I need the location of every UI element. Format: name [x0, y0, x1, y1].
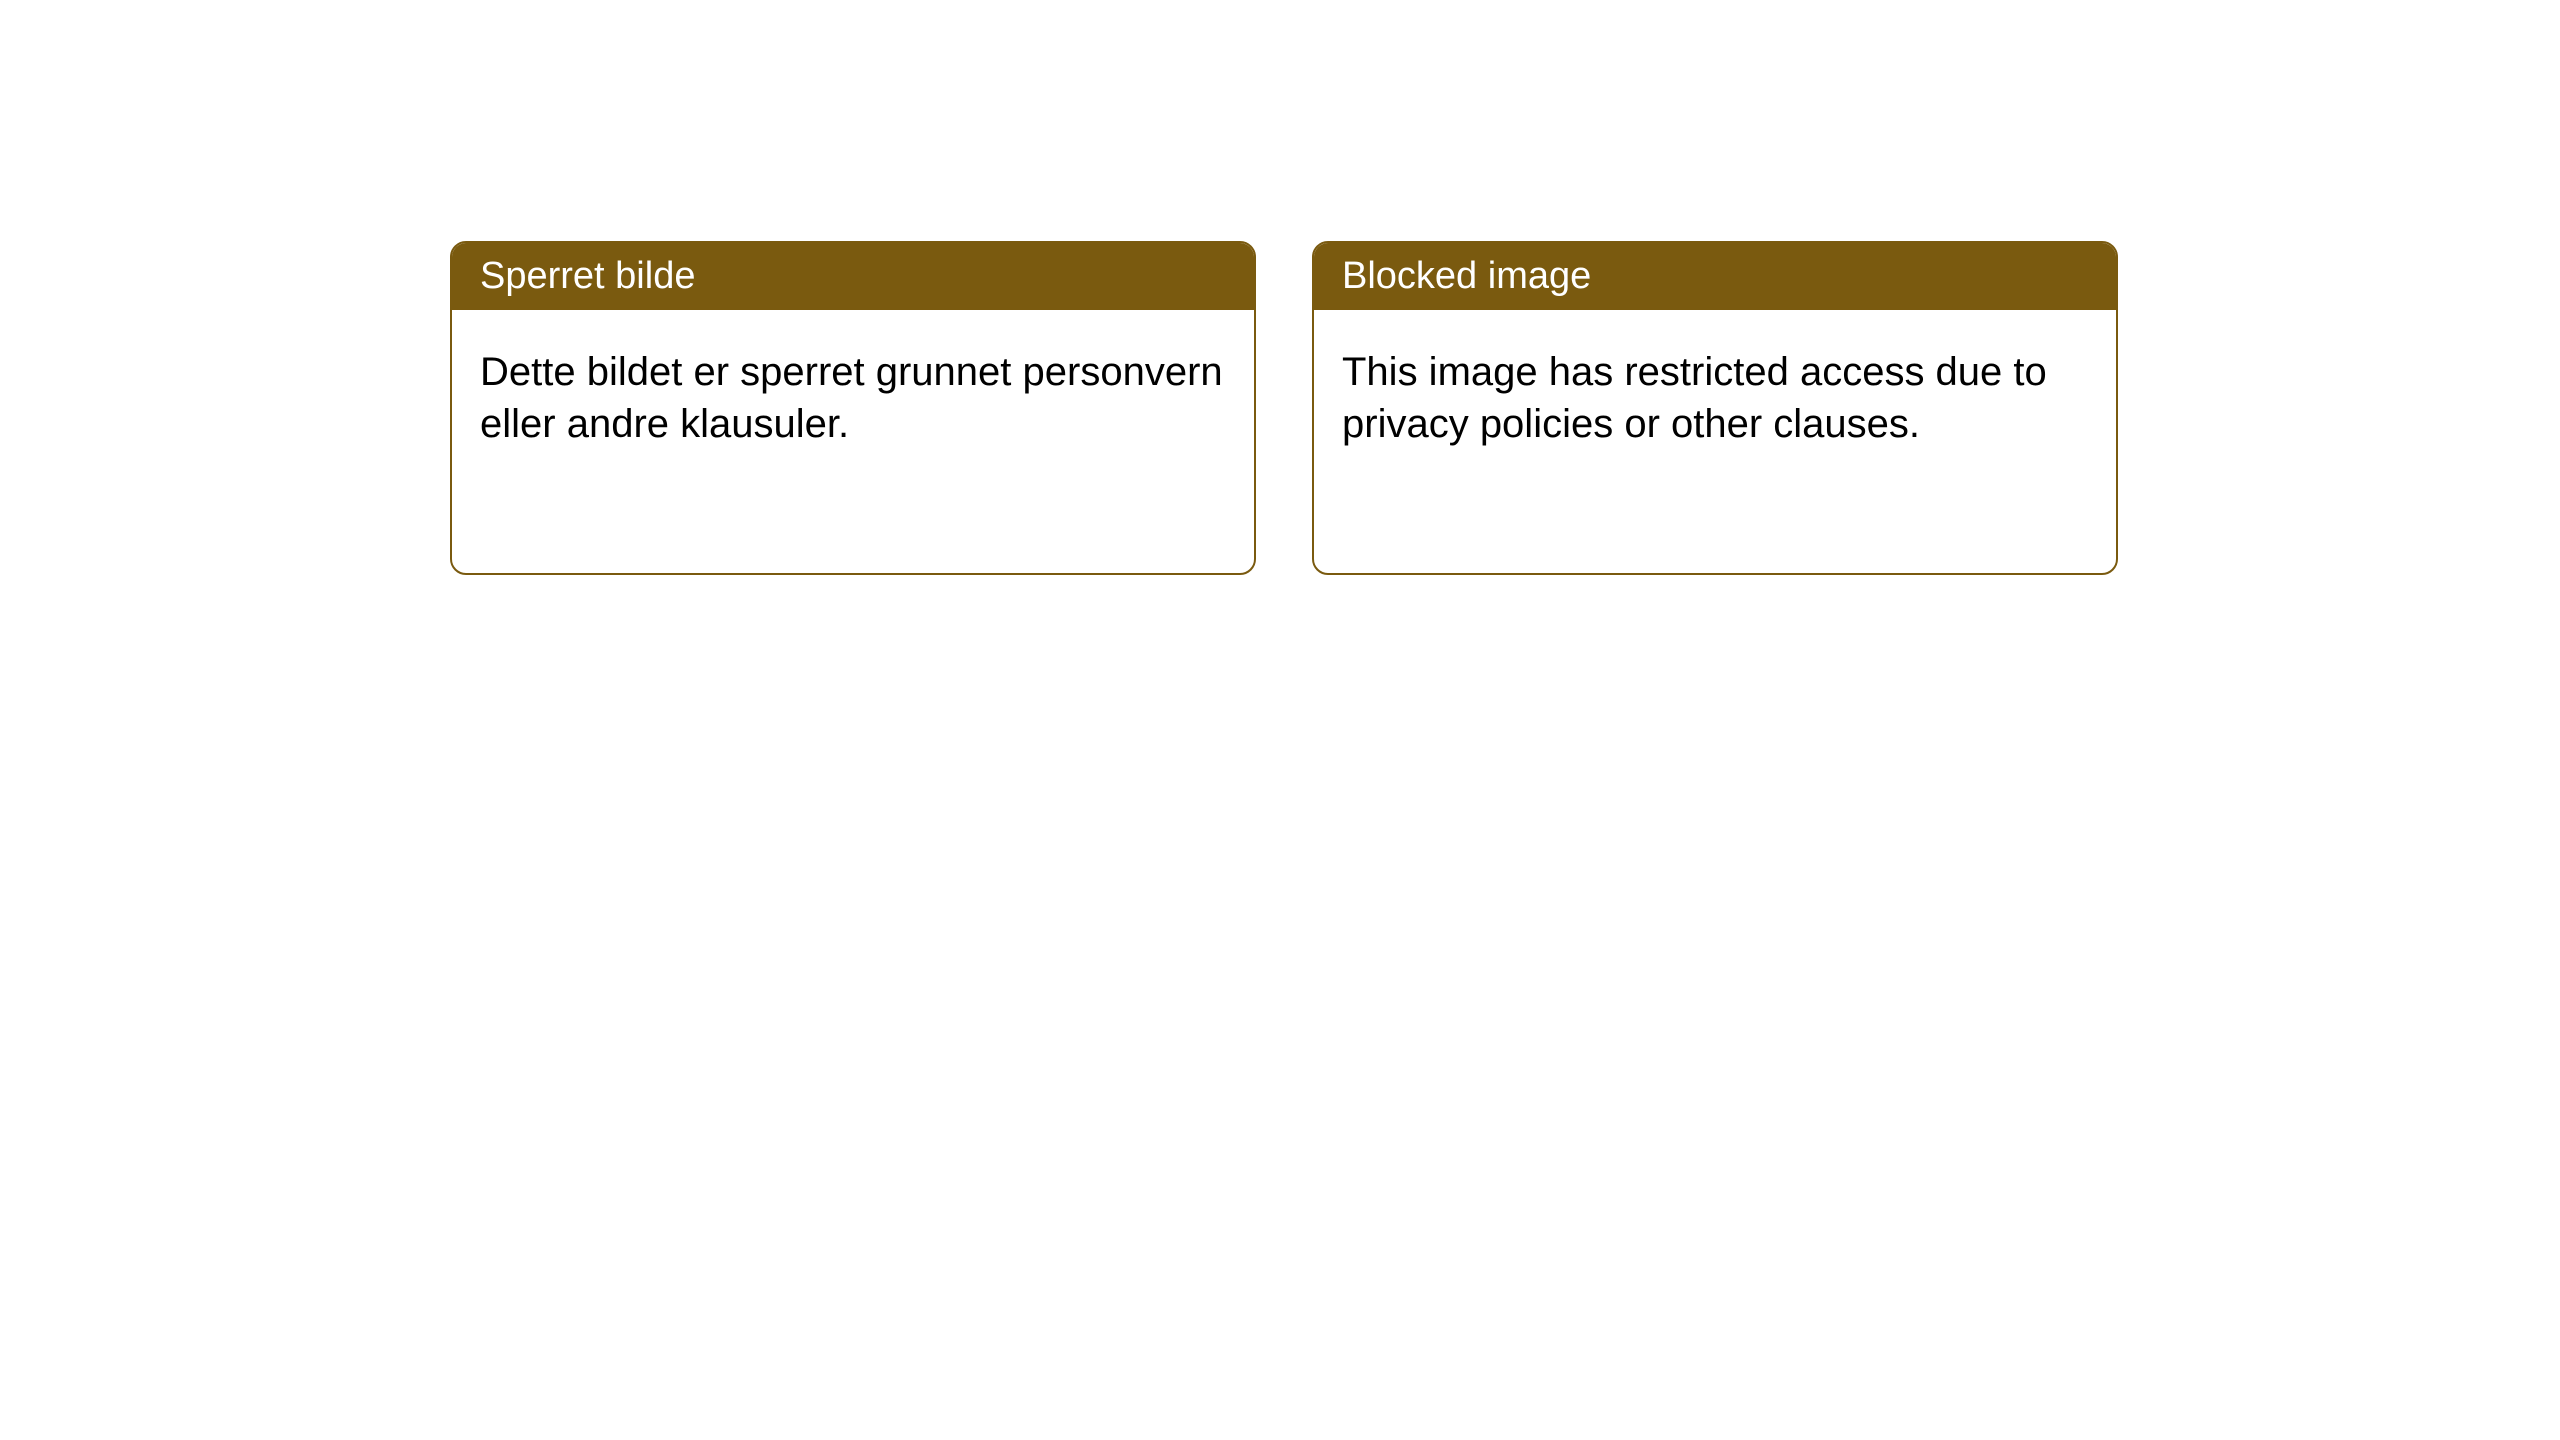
blocked-image-card-no: Sperret bilde Dette bildet er sperret gr…	[450, 241, 1256, 575]
card-message-en: This image has restricted access due to …	[1342, 350, 2047, 446]
card-title-en: Blocked image	[1342, 255, 1591, 297]
card-header-no: Sperret bilde	[452, 243, 1254, 310]
blocked-image-card-en: Blocked image This image has restricted …	[1312, 241, 2118, 575]
card-body-no: Dette bildet er sperret grunnet personve…	[452, 310, 1254, 486]
card-body-en: This image has restricted access due to …	[1314, 310, 2116, 486]
card-header-en: Blocked image	[1314, 243, 2116, 310]
card-title-no: Sperret bilde	[480, 255, 695, 297]
card-message-no: Dette bildet er sperret grunnet personve…	[480, 350, 1223, 446]
cards-container: Sperret bilde Dette bildet er sperret gr…	[0, 0, 2560, 575]
